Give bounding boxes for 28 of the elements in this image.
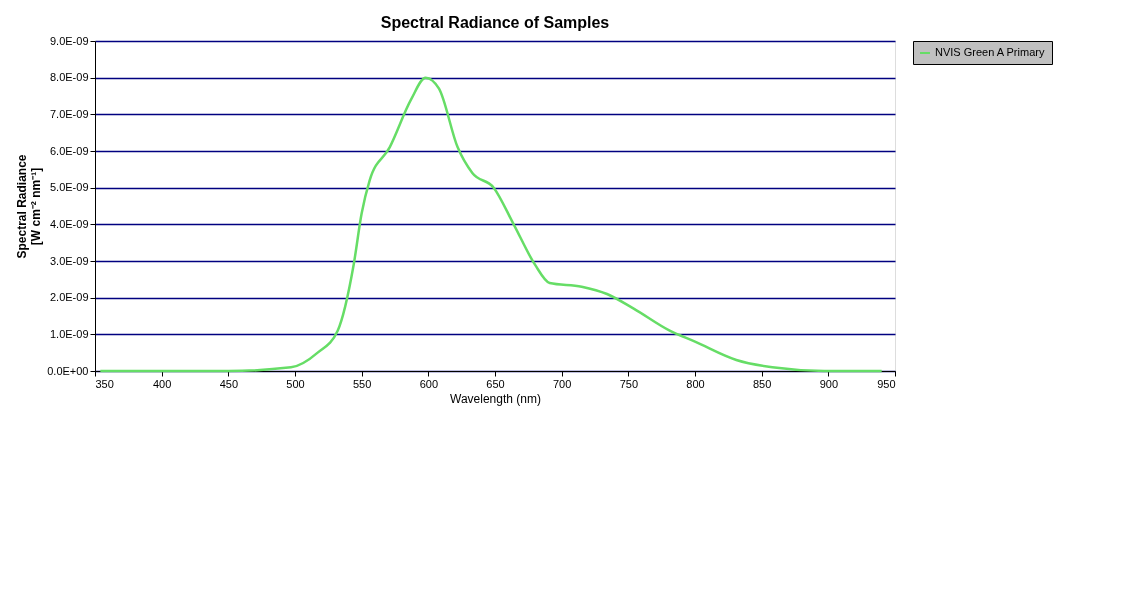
x-tick-label: 350 [95,377,114,390]
x-tick-label: 700 [552,377,572,390]
x-tick-label: 500 [286,377,305,390]
x-tick-label: 850 [752,377,772,390]
x-tick-label: 400 [152,377,172,390]
x-tick-label: 900 [819,377,839,390]
x-tick-label: 800 [686,377,705,390]
x-tick-label: 550 [352,377,372,390]
y-tick-label: 6.0E-09 [49,144,89,157]
y-tick-label: 3.0E-09 [49,254,89,267]
x-tick-label: 450 [219,377,239,390]
legend-label: NVIS Green A Primary [935,46,1045,58]
y-axis-title: Spectral Radiance [W cm⁻² nm⁻¹] [15,154,44,259]
chart-title: Spectral Radiance of Samples [380,14,610,31]
y-tick-label: 4.0E-09 [49,217,89,230]
x-axis-title: Wavelength (nm) [450,391,541,406]
y-tick-label: 8.0E-09 [49,71,89,84]
x-tick-label: 750 [619,377,639,390]
y-tick-label: 2.0E-09 [49,291,89,304]
y-tick-label: 7.0E-09 [49,107,89,120]
y-tick-label: 5.0E-09 [49,181,89,194]
x-tick-label: 600 [419,377,439,390]
y-tick-label: 9.0E-09 [49,34,89,47]
y-tick-label: 0.0E+00 [47,364,89,377]
y-tick-label: 1.0E-09 [49,327,89,340]
x-tick-label: 650 [486,377,505,390]
line-series [99,76,883,373]
x-tick-label: 950 [877,377,896,390]
